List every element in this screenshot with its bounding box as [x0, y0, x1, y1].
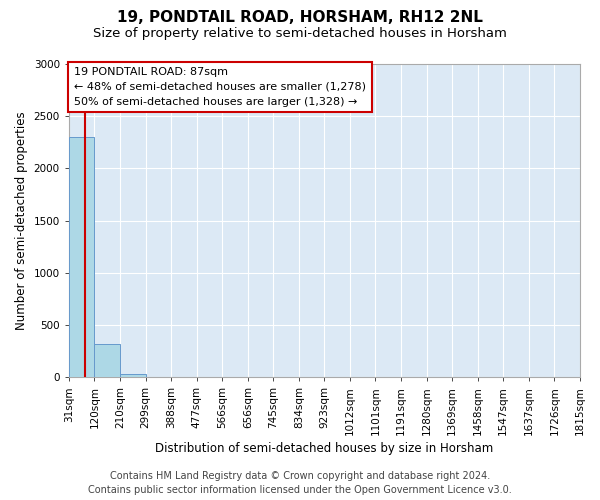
X-axis label: Distribution of semi-detached houses by size in Horsham: Distribution of semi-detached houses by …: [155, 442, 494, 455]
Bar: [120, 374, 146, 378]
Text: Size of property relative to semi-detached houses in Horsham: Size of property relative to semi-detach…: [93, 28, 507, 40]
Text: 19, PONDTAIL ROAD, HORSHAM, RH12 2NL: 19, PONDTAIL ROAD, HORSHAM, RH12 2NL: [117, 10, 483, 25]
Bar: [94, 344, 120, 378]
Bar: [69, 137, 94, 378]
Text: 19 PONDTAIL ROAD: 87sqm
← 48% of semi-detached houses are smaller (1,278)
50% of: 19 PONDTAIL ROAD: 87sqm ← 48% of semi-de…: [74, 67, 366, 106]
Y-axis label: Number of semi-detached properties: Number of semi-detached properties: [15, 112, 28, 330]
Text: Contains HM Land Registry data © Crown copyright and database right 2024.
Contai: Contains HM Land Registry data © Crown c…: [88, 471, 512, 495]
